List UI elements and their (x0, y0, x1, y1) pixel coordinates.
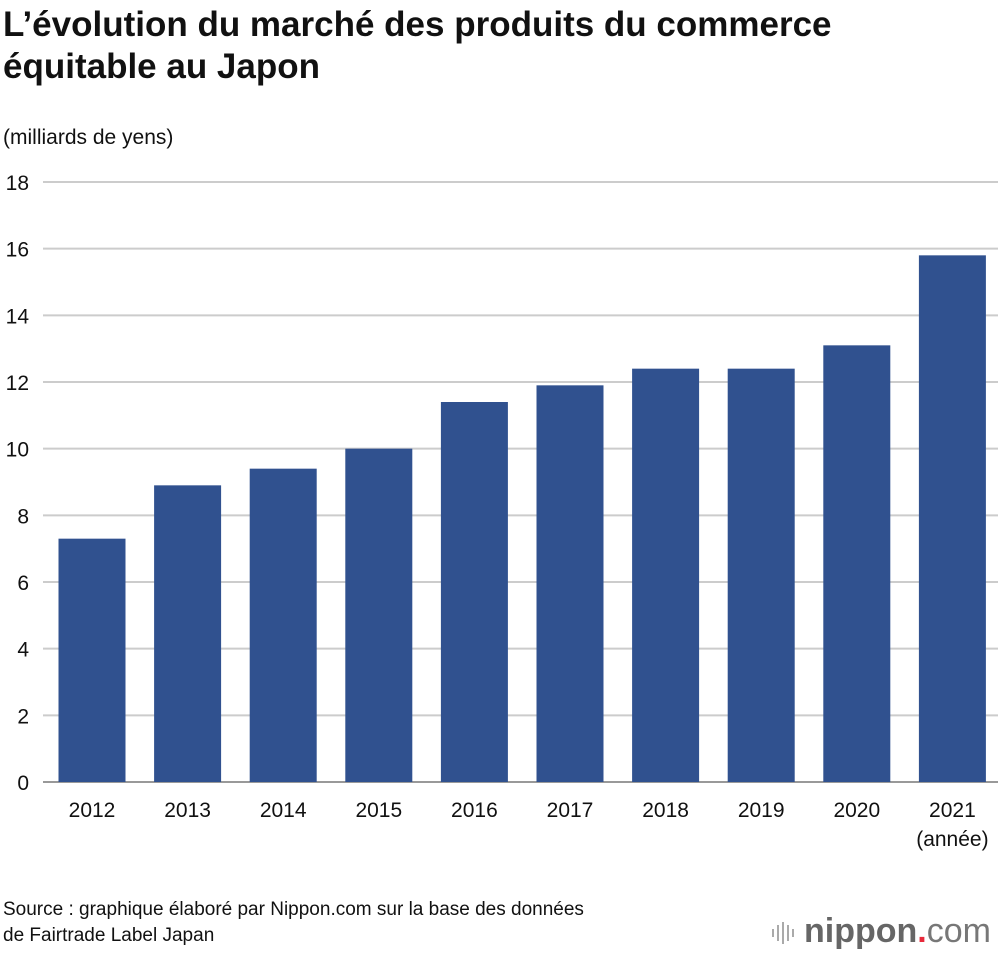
y-axis-unit-label: (milliards de yens) (3, 126, 174, 149)
y-tick-label: 2 (17, 705, 29, 728)
bar-2021 (918, 255, 986, 783)
logo-dot: . (917, 912, 927, 950)
x-tick-label: 2020 (833, 799, 880, 822)
source-line-1: Source : graphique élaboré par Nippon.co… (3, 899, 584, 920)
bar-2019 (727, 368, 795, 782)
source-line-2: de Fairtrade Label Japan (3, 925, 215, 946)
bar-2017 (536, 385, 604, 782)
bar-2020 (823, 345, 891, 782)
y-tick-label: 16 (6, 239, 29, 262)
x-tick-label: 2015 (355, 799, 402, 822)
y-tick-label: 4 (17, 639, 29, 662)
bar-2016 (440, 402, 508, 782)
y-tick-label: 10 (6, 439, 29, 462)
y-tick-label: 8 (17, 505, 29, 528)
nippon-logo: nippon.com (770, 912, 991, 951)
chart-title: L’évolution du marché des produits du co… (3, 5, 832, 86)
x-tick-label: 2018 (642, 799, 689, 822)
y-tick-label: 6 (17, 572, 29, 595)
logo-bars-icon (772, 922, 794, 945)
x-tick-label: 2012 (69, 799, 116, 822)
y-tick-label: 0 (17, 772, 29, 795)
x-tick-label: 2019 (738, 799, 785, 822)
bar-2018 (632, 368, 700, 782)
x-tick-label: 2013 (164, 799, 211, 822)
x-axis-label: (année) (916, 828, 988, 851)
x-tick-label: 2014 (260, 799, 307, 822)
bar-2014 (249, 468, 317, 782)
x-tick-label: 2017 (547, 799, 594, 822)
source-note: Source : graphique élaboré par Nippon.co… (3, 897, 584, 949)
y-tick-label: 14 (6, 305, 30, 328)
bar-2013 (154, 485, 222, 782)
logo-suffix: com (926, 912, 991, 950)
y-tick-label: 12 (6, 372, 29, 395)
bar-2012 (58, 538, 126, 782)
x-tick-label: 2021 (929, 799, 976, 822)
logo-name: nippon (804, 912, 918, 950)
bar-2015 (345, 448, 413, 782)
y-tick-label: 18 (6, 172, 29, 195)
bar-chart: 0 2 4 6 8 10 12 14 16 18 2012 2013 2014 2015 2016 2017 2… (6, 172, 998, 851)
x-tick-label: 2016 (451, 799, 498, 822)
